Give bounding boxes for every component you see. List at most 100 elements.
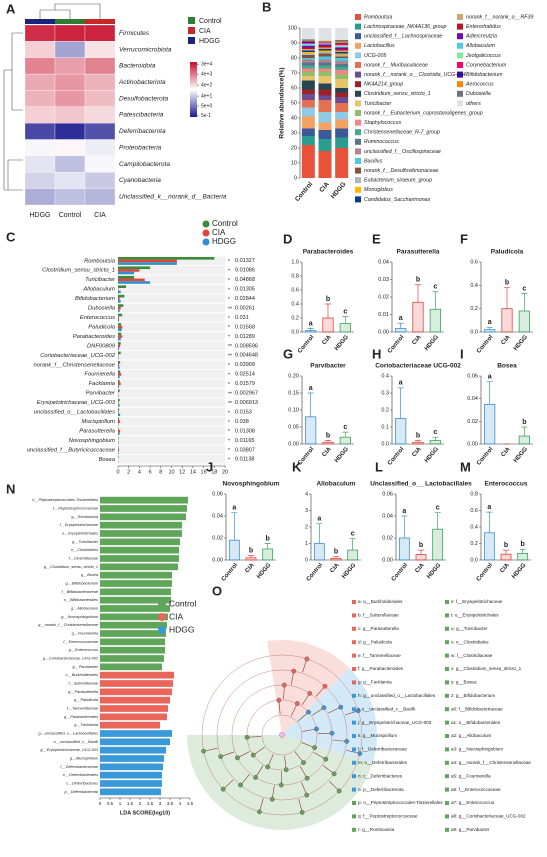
column-annotation bbox=[55, 19, 85, 24]
heatmap-cell bbox=[85, 41, 115, 57]
bar bbox=[118, 432, 120, 435]
stacked-segment bbox=[335, 42, 348, 44]
stacked-segment bbox=[335, 44, 348, 46]
legend-swatch bbox=[457, 91, 463, 97]
bar bbox=[118, 395, 119, 398]
feature-label: f__Peptostreptococcaceae bbox=[53, 507, 98, 511]
panel-label: G bbox=[283, 346, 293, 361]
category-label: norank_f__Christensenellaceae bbox=[33, 362, 115, 368]
bar bbox=[118, 420, 120, 423]
x-tick-label: 10 bbox=[168, 469, 174, 475]
stacked-segment bbox=[319, 54, 332, 57]
row-band bbox=[118, 351, 225, 359]
legend-entry: v: o__Clostridiales bbox=[451, 639, 489, 644]
stacked-segment bbox=[335, 61, 348, 64]
dendrogram-left bbox=[4, 33, 23, 190]
stacked-segment bbox=[319, 46, 332, 48]
column-label: Control bbox=[59, 212, 82, 219]
x-tick-label: Control bbox=[221, 562, 240, 582]
heatmap-cell bbox=[55, 41, 85, 57]
legend-swatch bbox=[355, 33, 361, 39]
stacked-segment bbox=[319, 42, 332, 43]
feature-label: f__Sutterellaceae bbox=[68, 682, 98, 686]
stacked-segment bbox=[302, 63, 315, 66]
legend-swatch bbox=[445, 600, 449, 604]
stacked-segment bbox=[302, 136, 315, 145]
stacked-segment bbox=[335, 52, 348, 54]
stacked-segment bbox=[302, 58, 315, 60]
stacked-segment bbox=[319, 72, 332, 77]
row-band bbox=[118, 408, 225, 416]
feature-label: f__Clostridiaceae bbox=[69, 557, 98, 561]
bar bbox=[323, 318, 333, 332]
lda-bar bbox=[100, 755, 164, 762]
legend-swatch bbox=[445, 828, 449, 832]
x-tick-label: Control bbox=[391, 562, 410, 582]
legend-swatch bbox=[352, 654, 356, 658]
chart-title: Paludicola bbox=[491, 249, 524, 256]
bar bbox=[118, 279, 145, 282]
significance: * bbox=[228, 278, 230, 284]
significance: * bbox=[228, 335, 230, 341]
y-tick-label: 0.02 bbox=[382, 535, 393, 541]
legend-swatch bbox=[445, 774, 449, 778]
bar bbox=[118, 354, 119, 357]
stacked-segment bbox=[302, 42, 315, 44]
x-tick-label: CIA bbox=[329, 562, 341, 574]
legend-swatch bbox=[457, 43, 463, 49]
stacked-segment bbox=[319, 151, 332, 178]
legend-swatch bbox=[355, 72, 361, 78]
x-tick-label: 3 bbox=[159, 801, 162, 806]
significance-letter: a bbox=[232, 505, 236, 512]
significance-letter: c bbox=[351, 530, 355, 537]
heatmap-cell bbox=[85, 90, 115, 106]
stacked-segment bbox=[335, 67, 348, 70]
panel-label: K bbox=[292, 459, 302, 474]
category-label: Clostridium_sensu_stricto_1 bbox=[42, 268, 115, 274]
bar bbox=[484, 330, 494, 332]
row-label: Verrucomicrobiota bbox=[119, 46, 172, 53]
row-band bbox=[118, 304, 225, 312]
legend-entry: i: o__unclassified_c__Bacilli bbox=[358, 706, 415, 711]
x-tick-label: 2 bbox=[139, 801, 142, 806]
lda-bar bbox=[100, 588, 171, 595]
significance-letter: c bbox=[522, 285, 526, 292]
bar bbox=[430, 309, 440, 332]
legend-marker bbox=[158, 600, 166, 608]
feature-label: g__norank_f__Christensenellaceae bbox=[38, 623, 98, 627]
bar bbox=[118, 257, 214, 260]
bar bbox=[118, 288, 119, 291]
bar bbox=[118, 427, 119, 430]
significance: * bbox=[228, 439, 230, 445]
p-value: 0.02514 bbox=[235, 372, 255, 378]
lda-bar bbox=[100, 563, 178, 570]
stacked-segment bbox=[335, 57, 348, 59]
legend-entry: p: o__Peptostreptococcales-Tissierellale… bbox=[358, 800, 443, 805]
row-band bbox=[118, 398, 225, 406]
stacked-segment bbox=[335, 97, 348, 103]
y-tick-label: 70 bbox=[291, 70, 297, 76]
legend-entry: z: g__Bifidobacterium bbox=[451, 693, 495, 698]
bar bbox=[340, 324, 350, 332]
feature-label: f__Deferribacteraceae bbox=[60, 765, 98, 769]
x-tick-label: Control bbox=[476, 562, 495, 582]
significance: * bbox=[228, 382, 230, 388]
heatmap-cell bbox=[85, 189, 115, 205]
column-label: HDGG bbox=[30, 212, 51, 219]
legend-label: Lachnospiraceae_NK4A136_group bbox=[364, 24, 447, 30]
panel-label: F bbox=[460, 231, 468, 246]
stacked-segment bbox=[319, 52, 332, 54]
legend-swatch bbox=[355, 139, 361, 145]
lda-bar bbox=[100, 613, 168, 620]
significance-letter: a bbox=[309, 385, 313, 392]
bar bbox=[118, 345, 120, 348]
x-tick-label: Control bbox=[387, 446, 406, 466]
legend-entry: a6: f__Enterococcaceae bbox=[451, 787, 501, 792]
bar bbox=[118, 269, 139, 272]
lda-bar bbox=[100, 672, 174, 679]
bar bbox=[118, 451, 119, 454]
row-band bbox=[118, 323, 225, 331]
bar bbox=[118, 316, 119, 319]
bar bbox=[484, 404, 494, 444]
